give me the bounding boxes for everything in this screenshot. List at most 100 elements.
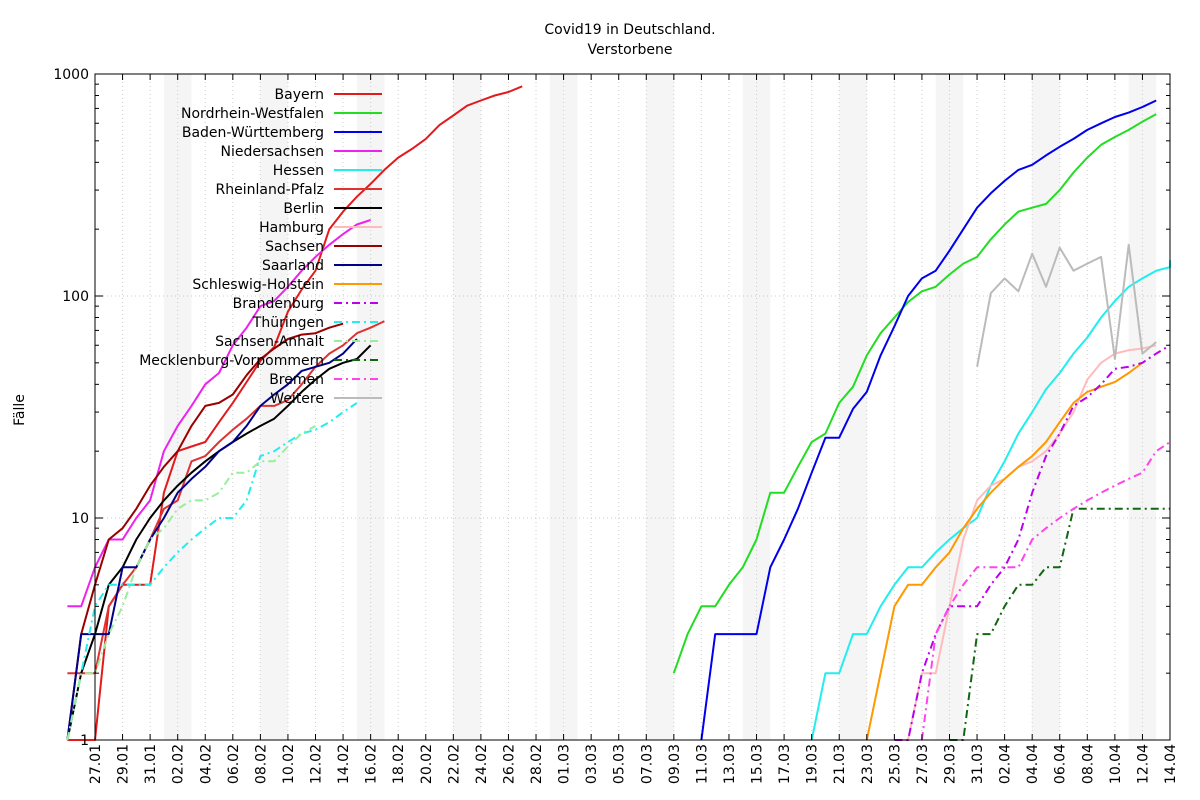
x-tick-label: 28.02 bbox=[529, 744, 545, 784]
legend-entry: Weitere bbox=[270, 391, 382, 407]
plot-border bbox=[94, 73, 1171, 741]
x-tick-label: 16.02 bbox=[364, 744, 380, 784]
x-tick-label: 21.03 bbox=[832, 744, 848, 784]
legend-entry: Berlin bbox=[283, 201, 382, 217]
legend-entry: Rheinland-Pfalz bbox=[216, 182, 382, 198]
x-tick-label: 23.03 bbox=[860, 744, 876, 784]
axes: 1 10 100 1000 27.01 29.01 31.01 02.02 04.02 06.02… bbox=[53, 67, 1179, 784]
legend-label: Niedersachsen bbox=[221, 144, 324, 160]
x-tick-label: 08.02 bbox=[253, 744, 269, 784]
legend-label: Sachsen-Anhalt bbox=[215, 334, 324, 350]
series-line-nordrhein-westfalen bbox=[672, 113, 1157, 674]
legend-label: Weitere bbox=[270, 391, 324, 407]
x-tick-label: 26.02 bbox=[501, 744, 517, 784]
legend-label: Bayern bbox=[275, 87, 324, 103]
x-tick-label: 12.02 bbox=[309, 744, 325, 784]
legend-label: Bremen bbox=[269, 372, 324, 388]
series-line-th-ringen bbox=[66, 402, 358, 741]
legend-label: Mecklenburg-Vorpommern bbox=[139, 353, 324, 369]
x-tick-label: 29.03 bbox=[942, 744, 958, 784]
x-tick-label: 31.03 bbox=[970, 744, 986, 784]
x-tick-label: 27.03 bbox=[915, 744, 931, 784]
x-tick-label: 04.04 bbox=[1025, 744, 1041, 784]
weekend-band bbox=[839, 74, 867, 740]
legend-entry: Nordrhein-Westfalen bbox=[181, 106, 382, 122]
x-tick-label: 20.02 bbox=[419, 744, 435, 784]
series-line-brandenburg bbox=[894, 344, 1171, 741]
x-tick-label: 15.03 bbox=[750, 744, 766, 784]
x-tick-label: 18.02 bbox=[391, 744, 407, 784]
x-tick-label: 27.01 bbox=[88, 744, 104, 784]
x-tick-label: 04.02 bbox=[198, 744, 214, 784]
x-tick-label: 19.03 bbox=[805, 744, 821, 784]
x-tick-label: 22.02 bbox=[446, 744, 462, 784]
legend-label: Thüringen bbox=[252, 315, 324, 331]
y-tick-label: 10 bbox=[71, 511, 89, 527]
x-tick-label: 31.01 bbox=[143, 744, 159, 784]
legend-entry: Thüringen bbox=[252, 315, 382, 331]
y-tick-label: 1 bbox=[80, 733, 89, 749]
series-line-weitere bbox=[976, 243, 1157, 367]
x-tick-label: 24.02 bbox=[474, 744, 490, 784]
series-line-hamburg bbox=[894, 344, 1157, 741]
chart-title: Covid19 in Deutschland. bbox=[544, 22, 715, 38]
x-tick-label: 25.03 bbox=[887, 744, 903, 784]
legend-entry: Hamburg bbox=[259, 220, 382, 236]
legend-label: Nordrhein-Westfalen bbox=[181, 106, 324, 122]
series-line-bremen bbox=[920, 441, 1171, 741]
legend-label: Hamburg bbox=[259, 220, 324, 236]
legend-label: Brandenburg bbox=[233, 296, 324, 312]
legend-label: Sachsen bbox=[265, 239, 324, 255]
x-tick-label: 13.03 bbox=[722, 744, 738, 784]
x-tick-label: 09.03 bbox=[667, 744, 683, 784]
series-line-sachsen bbox=[66, 322, 344, 741]
x-tick-label: 10.04 bbox=[1108, 744, 1124, 784]
x-tick-label: 03.03 bbox=[584, 744, 600, 784]
grid bbox=[94, 73, 1171, 741]
legend-entry: Sachsen-Anhalt bbox=[215, 334, 382, 350]
legend-label: Hessen bbox=[273, 163, 324, 179]
legend-entry: Brandenburg bbox=[233, 296, 382, 312]
y-axis-label: Fälle bbox=[12, 394, 28, 426]
series-line-sachsen-anhalt bbox=[66, 425, 316, 741]
y-tick-label: 1000 bbox=[53, 67, 89, 83]
legend-entry: Baden-Württemberg bbox=[182, 125, 382, 141]
y-tick-label: 100 bbox=[62, 289, 89, 305]
x-tick-label: 05.03 bbox=[612, 744, 628, 784]
legend-label: Rheinland-Pfalz bbox=[216, 182, 324, 198]
legend-entry: Hessen bbox=[273, 163, 382, 179]
x-tick-label: 29.01 bbox=[116, 744, 132, 784]
x-tick-label: 02.04 bbox=[998, 744, 1014, 784]
x-tick-label: 01.03 bbox=[557, 744, 573, 784]
weekend-band bbox=[453, 74, 481, 740]
legend-label: Baden-Württemberg bbox=[182, 125, 324, 141]
legend-entry: Bayern bbox=[275, 87, 382, 103]
weekend-band bbox=[260, 74, 288, 740]
series-line-saarland bbox=[66, 338, 358, 741]
x-tick-label: 06.02 bbox=[226, 744, 242, 784]
legend-entry: Mecklenburg-Vorpommern bbox=[139, 353, 382, 369]
series-line-bayern bbox=[67, 85, 523, 741]
legend-entry: Saarland bbox=[262, 258, 382, 274]
legend-entry: Sachsen bbox=[265, 239, 382, 255]
series-line-mecklenburg-vorpommern bbox=[949, 507, 1170, 741]
legend-label: Saarland bbox=[262, 258, 324, 274]
x-tick-label: 12.04 bbox=[1135, 744, 1151, 784]
legend-entry: Bremen bbox=[269, 372, 382, 388]
chart-subtitle: Verstorbene bbox=[588, 42, 673, 58]
series-line-rheinland-pfalz bbox=[67, 320, 385, 675]
x-tick-label: 06.04 bbox=[1053, 744, 1069, 784]
series-line-baden-w-rttemberg bbox=[700, 99, 1157, 741]
x-tick-label: 14.04 bbox=[1163, 744, 1179, 784]
x-tick-label: 07.03 bbox=[639, 744, 655, 784]
legend-entry: Schleswig-Holstein bbox=[192, 277, 382, 293]
x-tick-label: 14.02 bbox=[336, 744, 352, 784]
series-lines bbox=[66, 85, 1171, 741]
legend: Bayern Nordrhein-Westfalen Baden-Württembe… bbox=[139, 87, 382, 407]
x-tick-label: 02.02 bbox=[171, 744, 187, 784]
x-tick-label: 08.04 bbox=[1080, 744, 1096, 784]
x-tick-label: 10.02 bbox=[281, 744, 297, 784]
legend-entry: Niedersachsen bbox=[221, 144, 382, 160]
